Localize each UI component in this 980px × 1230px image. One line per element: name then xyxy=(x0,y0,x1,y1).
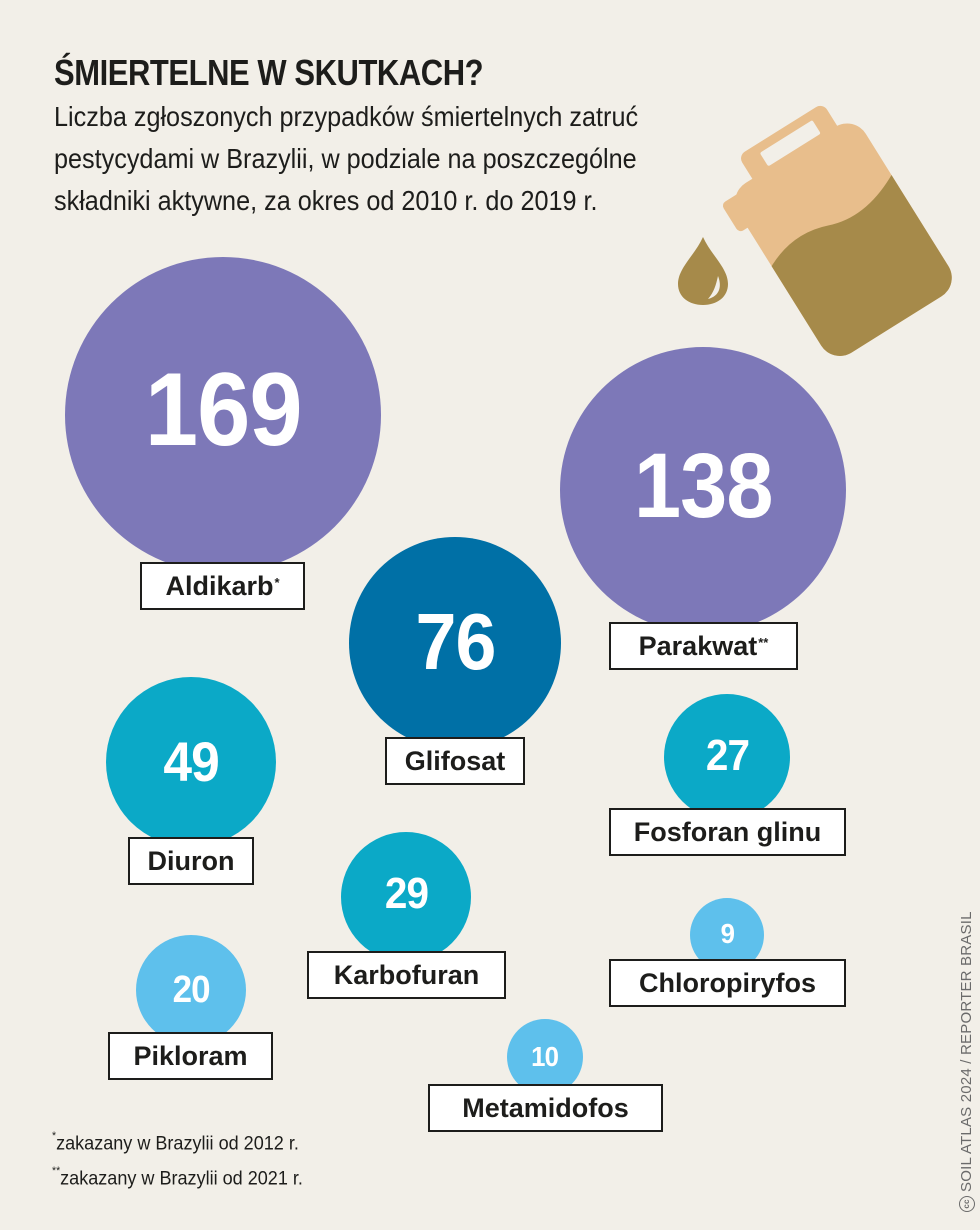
label-text: Glifosat xyxy=(404,745,506,776)
label-pikloram: Pikloram xyxy=(108,1032,273,1080)
chart-title: ŚMIERTELNE W SKUTKACH? xyxy=(54,52,484,93)
footnotes: *zakazany w Brazylii od 2012 r. **zakaza… xyxy=(52,1124,316,1195)
footnote-1: *zakazany w Brazylii od 2012 r. xyxy=(52,1124,303,1159)
bubble-value: 29 xyxy=(384,869,428,918)
footnote-mark: ** xyxy=(52,1165,61,1178)
bubble-value: 20 xyxy=(172,968,210,1011)
bubble-fosforan-glinu: 27 xyxy=(664,694,790,820)
label-text: Diuron xyxy=(147,845,235,876)
bubble-diuron: 49 xyxy=(106,677,276,847)
credit-text: SOIL ATLAS 2024 / REPORTER BRASIL xyxy=(958,911,975,1192)
bubble-value: 169 xyxy=(144,351,303,468)
bubble-value: 138 xyxy=(633,434,773,537)
footnote-text: zakazany w Brazylii od 2012 r. xyxy=(56,1133,299,1155)
label-chloropiryfos: Chloropiryfos xyxy=(609,959,846,1007)
label-text: Pikloram xyxy=(133,1040,248,1071)
source-credit: cc SOIL ATLAS 2024 / REPORTER BRASIL xyxy=(958,911,976,1212)
creative-commons-icon: cc xyxy=(959,1196,976,1212)
label-text: Aldikarb xyxy=(165,570,274,601)
subtitle-line: Liczba zgłoszonych przypadków śmiertelny… xyxy=(54,101,639,132)
chart-subtitle: Liczba zgłoszonych przypadków śmiertelny… xyxy=(54,96,638,222)
subtitle-line: składniki aktywne, za okres od 2010 r. d… xyxy=(54,185,598,216)
label-text: Metamidofos xyxy=(462,1092,629,1123)
label-metamidofos: Metamidofos xyxy=(428,1084,663,1132)
label-text: Karbofuran xyxy=(333,959,480,990)
bubble-parakwat: 138 xyxy=(560,347,846,633)
label-text: Fosforan glinu xyxy=(633,816,822,847)
label-parakwat: Parakwat ** xyxy=(609,622,798,670)
bubble-value: 27 xyxy=(705,731,749,780)
canister-icon xyxy=(722,105,961,365)
footnote-text: zakazany w Brazylii od 2021 r. xyxy=(60,1168,303,1190)
footnote-mark: ** xyxy=(758,634,769,650)
label-text: Parakwat xyxy=(638,630,758,661)
label-glifosat: Glifosat xyxy=(385,737,525,785)
bubble-metamidofos: 10 xyxy=(507,1019,583,1095)
bubble-value: 76 xyxy=(414,597,496,686)
label-diuron: Diuron xyxy=(128,837,254,885)
bubble-glifosat: 76 xyxy=(349,537,561,749)
footnote-mark: * xyxy=(274,574,280,590)
label-fosforan-glinu: Fosforan glinu xyxy=(609,808,846,856)
footnote-2: **zakazany w Brazylii od 2021 r. xyxy=(52,1159,303,1194)
bubble-value: 49 xyxy=(163,729,219,793)
label-aldikarb: Aldikarb * xyxy=(140,562,305,610)
bubble-value: 10 xyxy=(531,1041,560,1072)
bubble-value: 9 xyxy=(720,918,734,949)
drop-icon xyxy=(678,237,728,305)
subtitle-line: pestycydami w Brazylii, w podziale na po… xyxy=(54,143,637,174)
label-text: Chloropiryfos xyxy=(638,967,816,998)
bubble-pikloram: 20 xyxy=(136,935,246,1045)
footnote-mark: * xyxy=(52,1130,57,1142)
bubble-aldikarb: 169 xyxy=(65,257,381,573)
label-karbofuran: Karbofuran xyxy=(307,951,506,999)
bubble-karbofuran: 29 xyxy=(341,832,471,962)
